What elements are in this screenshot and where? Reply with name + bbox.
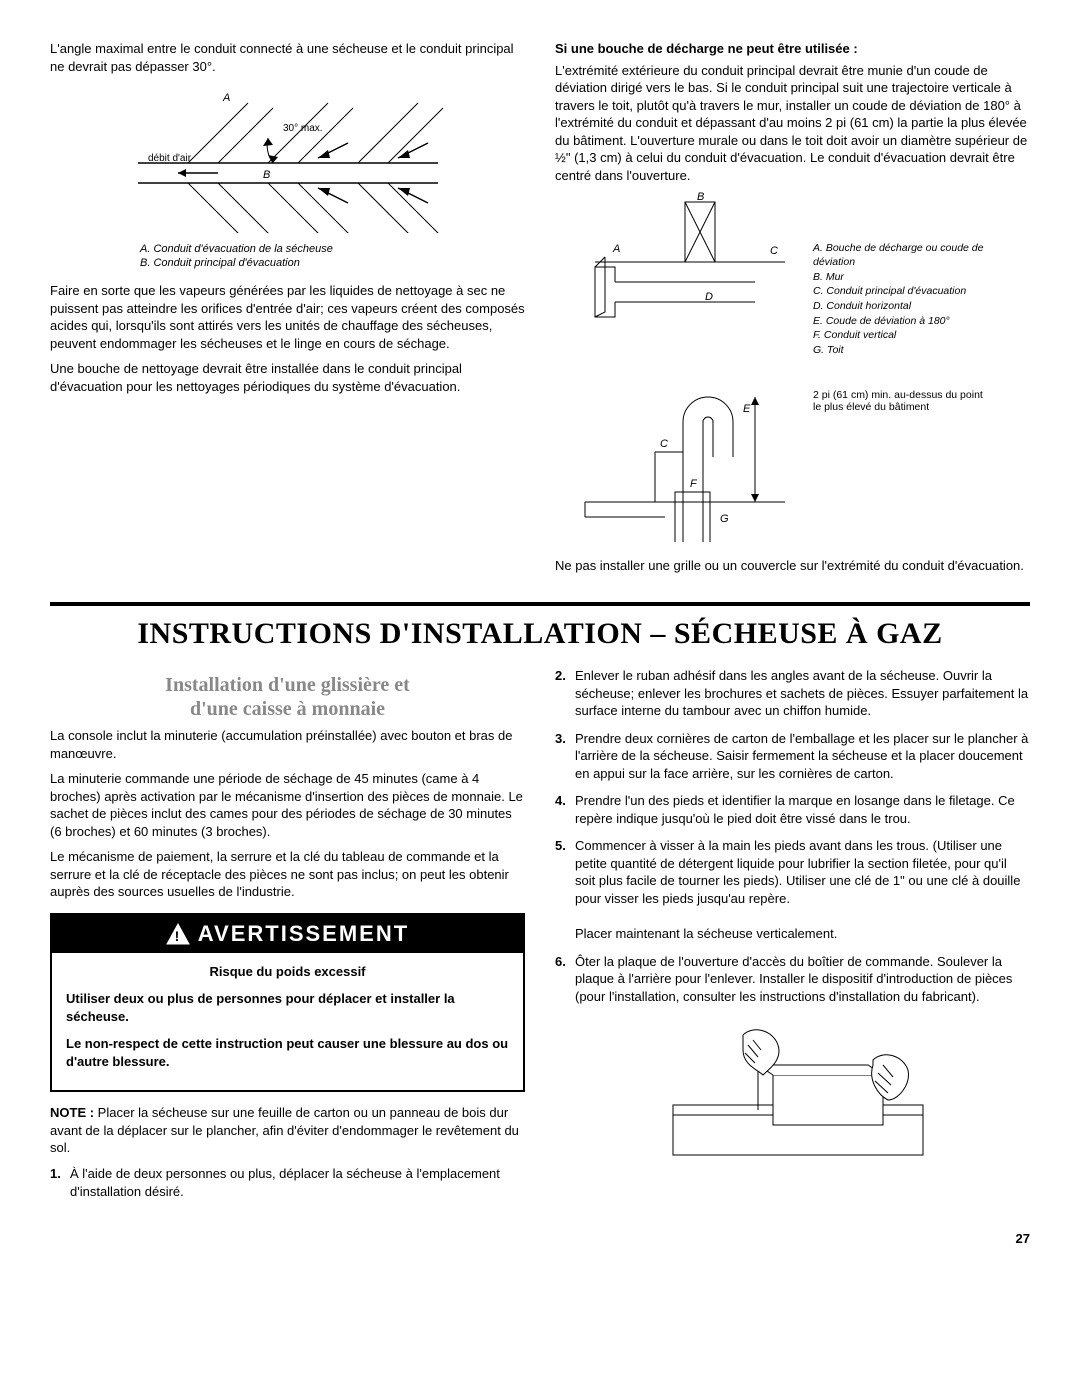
- warn-l2: Utiliser deux ou plus de personnes pour …: [66, 990, 509, 1025]
- warning-icon: !: [166, 923, 190, 945]
- right-p1: L'extrémité extérieure du conduit princi…: [555, 62, 1030, 185]
- sub-heading-l2: d'une caisse à monnaie: [190, 698, 385, 720]
- left-p2: Faire en sorte que les vapeurs générées …: [50, 282, 525, 352]
- leg-e: E. Coude de déviation à 180°: [813, 315, 993, 329]
- diagram-1-caption: A. Conduit d'évacuation de la sécheuse B…: [50, 242, 525, 271]
- d1-label-a: A: [222, 92, 230, 104]
- warning-header: ! AVERTISSEMENT: [52, 915, 523, 953]
- step-5a: Commencer à visser à la main les pieds a…: [575, 838, 1020, 906]
- svg-text:D: D: [705, 291, 713, 303]
- step-5b: Placer maintenant la sécheuse verticalem…: [575, 926, 837, 941]
- diagram-2-legend: A. Bouche de décharge ou coude de déviat…: [813, 192, 993, 414]
- warn-l1: Risque du poids excessif: [66, 963, 509, 981]
- leg-d: D. Conduit horizontal: [813, 300, 993, 314]
- install-section: Installation d'une glissière et d'une ca…: [50, 667, 1030, 1210]
- sub-heading: Installation d'une glissière et d'une ca…: [50, 673, 525, 721]
- inst-p1: La console inclut la minuterie (accumula…: [50, 727, 525, 762]
- top-left-col: L'angle maximal entre le conduit connect…: [50, 40, 525, 582]
- top-right-col: Si une bouche de décharge ne peut être u…: [555, 40, 1030, 582]
- leg-c: C. Conduit principal d'évacuation: [813, 285, 993, 299]
- left-p3: Une bouche de nettoyage devrait être ins…: [50, 360, 525, 395]
- svg-text:C: C: [770, 245, 778, 257]
- note-text: Placer la sécheuse sur une feuille de ca…: [50, 1105, 519, 1155]
- note-label: NOTE :: [50, 1105, 94, 1120]
- steps-right: 2.Enlever le ruban adhésif dans les angl…: [555, 667, 1030, 1005]
- svg-text:A: A: [612, 243, 620, 255]
- step-2: 2.Enlever le ruban adhésif dans les angl…: [555, 667, 1030, 720]
- main-heading: INSTRUCTIONS D'INSTALLATION – SÉCHEUSE À…: [50, 614, 1030, 655]
- step-1: 1.À l'aide de deux personnes ou plus, dé…: [50, 1165, 525, 1200]
- top-section: L'angle maximal entre le conduit connect…: [50, 40, 1030, 582]
- inst-p3: Le mécanisme de paiement, la serrure et …: [50, 848, 525, 901]
- warning-body: Risque du poids excessif Utiliser deux o…: [52, 953, 523, 1091]
- d1-cap-a: A. Conduit d'évacuation de la sécheuse: [140, 242, 525, 256]
- section-divider: [50, 602, 1030, 606]
- inst-p2: La minuterie commande une période de séc…: [50, 770, 525, 840]
- dim-note: 2 pi (61 cm) min. au-dessus du point le …: [813, 389, 993, 414]
- d1-airflow: débit d'air: [148, 153, 192, 164]
- note: NOTE : Placer la sécheuse sur une feuill…: [50, 1104, 525, 1157]
- diagram-2: A B C D: [555, 192, 805, 557]
- leg-f: F. Conduit vertical: [813, 329, 993, 343]
- step-2-text: Enlever le ruban adhésif dans les angles…: [575, 667, 1030, 720]
- step-4: 4.Prendre l'un des pieds et identifier l…: [555, 792, 1030, 827]
- warning-box: ! AVERTISSEMENT Risque du poids excessif…: [50, 913, 525, 1092]
- svg-text:E: E: [743, 403, 751, 415]
- svg-text:C: C: [660, 438, 668, 450]
- warn-l3: Le non-respect de cette instruction peut…: [66, 1035, 509, 1070]
- d1-label-b: B: [263, 169, 270, 181]
- warning-title: AVERTISSEMENT: [198, 919, 409, 949]
- svg-text:B: B: [697, 192, 704, 203]
- right-header: Si une bouche de décharge ne peut être u…: [555, 40, 1030, 58]
- step-3: 3.Prendre deux cornières de carton de l'…: [555, 730, 1030, 783]
- step-4-text: Prendre l'un des pieds et identifier la …: [575, 792, 1030, 827]
- sub-heading-l1: Installation d'une glissière et: [165, 674, 410, 696]
- diagram-2-wrap: A B C D: [555, 192, 1030, 557]
- leg-g: G. Toit: [813, 344, 993, 358]
- step-6-text: Ôter la plaque de l'ouverture d'accès du…: [575, 953, 1030, 1006]
- step-5-text: Commencer à visser à la main les pieds a…: [575, 837, 1030, 942]
- install-right-col: 2.Enlever le ruban adhésif dans les angl…: [555, 667, 1030, 1210]
- step-6: 6.Ôter la plaque de l'ouverture d'accès …: [555, 953, 1030, 1006]
- step-5: 5.Commencer à visser à la main les pieds…: [555, 837, 1030, 942]
- step-1-text: À l'aide de deux personnes ou plus, dépl…: [70, 1165, 525, 1200]
- d1-cap-b: B. Conduit principal d'évacuation: [140, 256, 525, 270]
- right-p2: Ne pas installer une grille ou un couver…: [555, 557, 1030, 575]
- svg-text:!: !: [174, 928, 181, 944]
- install-left-col: Installation d'une glissière et d'une ca…: [50, 667, 525, 1210]
- page-number: 27: [50, 1230, 1030, 1248]
- steps-left: 1.À l'aide de deux personnes ou plus, dé…: [50, 1165, 525, 1200]
- diagram-hands: [555, 1015, 1030, 1180]
- d1-angle: 30° max.: [283, 123, 323, 134]
- leg-a: A. Bouche de décharge ou coude de déviat…: [813, 242, 993, 269]
- svg-text:F: F: [690, 478, 698, 490]
- step-3-text: Prendre deux cornières de carton de l'em…: [575, 730, 1030, 783]
- svg-text:G: G: [720, 513, 729, 525]
- leg-b: B. Mur: [813, 271, 993, 285]
- intro-text: L'angle maximal entre le conduit connect…: [50, 40, 525, 75]
- diagram-1: A 30° max. B débit d'air: [50, 83, 525, 238]
